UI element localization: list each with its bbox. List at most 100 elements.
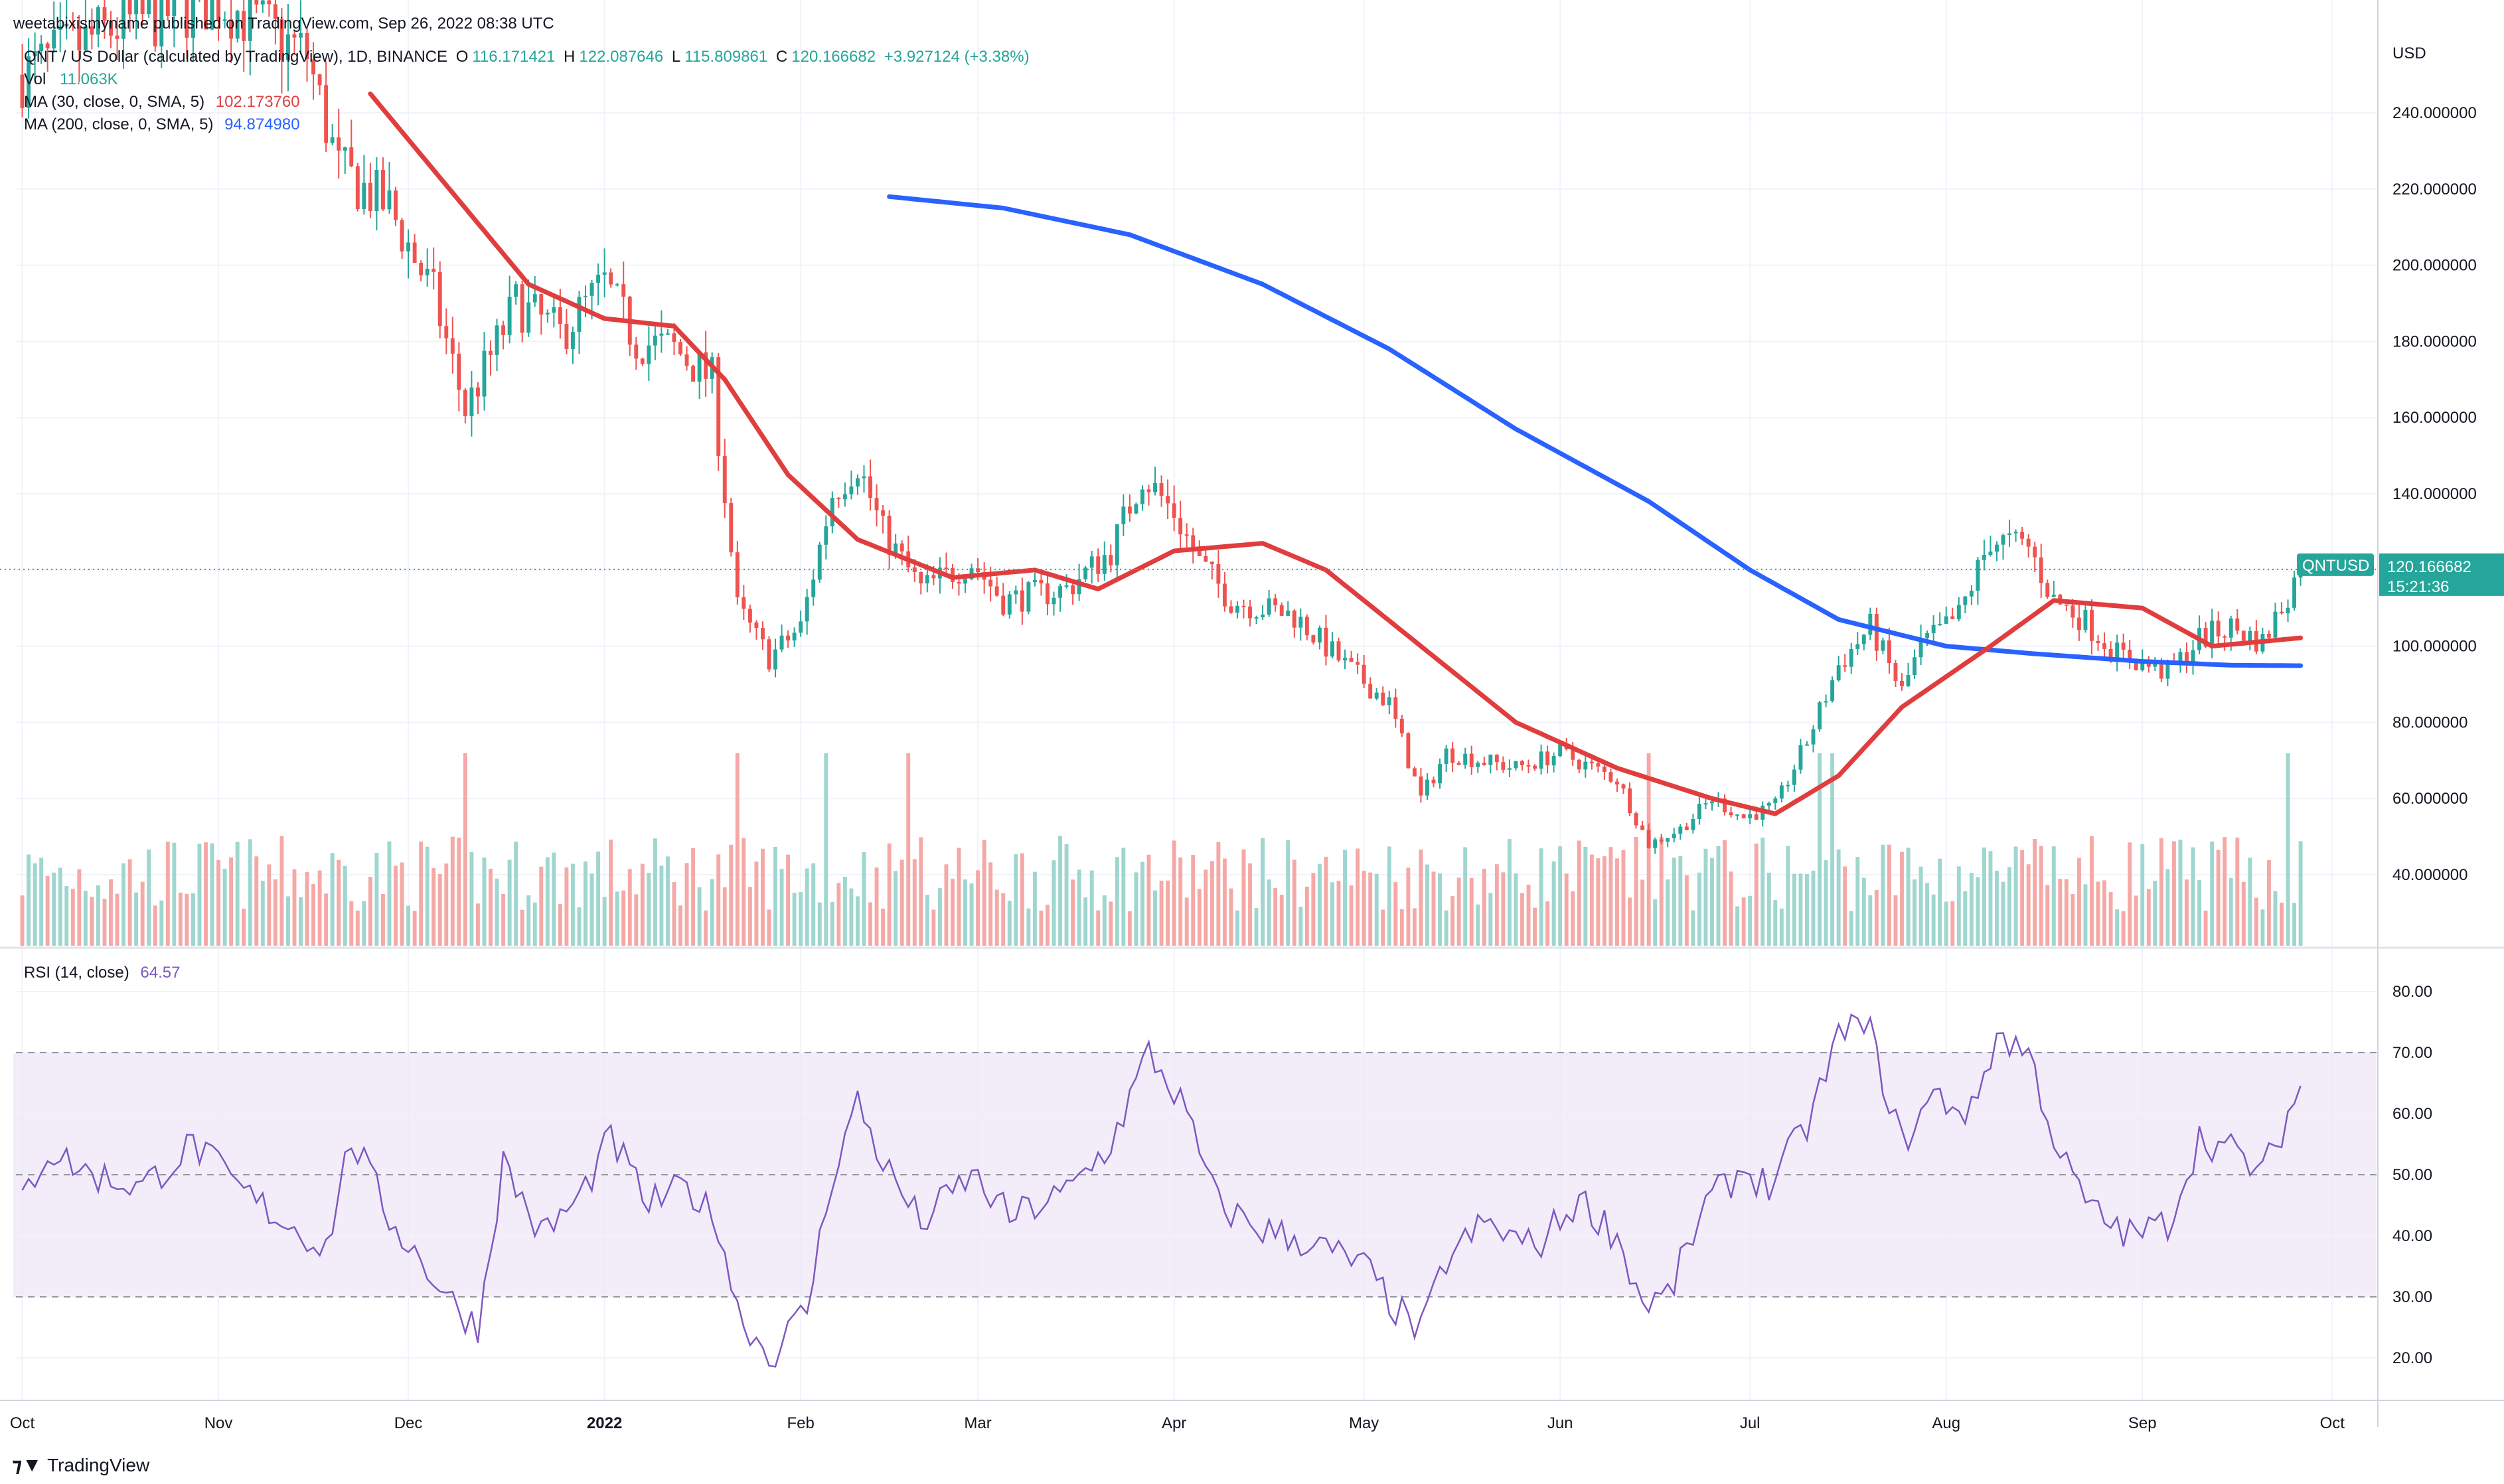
candle-body [254, 0, 259, 5]
volume-bar [1868, 895, 1873, 946]
candle-body [2001, 535, 2005, 545]
volume-bar [1311, 873, 1316, 946]
volume-bar [2001, 881, 2005, 946]
volume-bar [634, 894, 639, 946]
candle-body [1191, 535, 1196, 551]
volume-bar [735, 753, 740, 946]
volume-bar [951, 878, 955, 946]
candle-body [299, 33, 303, 38]
candle-body [39, 43, 44, 51]
candle-body [1824, 701, 1828, 703]
volume-bar [1007, 901, 1012, 946]
volume-bar [1741, 897, 1746, 946]
time-axis[interactable]: Oct Nov Dec 2022 Feb Mar Apr May Jun Jul Aug Sep Oct [10, 1414, 2345, 1432]
volume-bar [1944, 901, 1948, 946]
ma200-legend[interactable]: MA (200, close, 0, SMA, 5) 94.874980 [24, 115, 300, 134]
candle-body [2286, 607, 2290, 614]
volume-bar [1387, 846, 1391, 946]
candle-body [285, 34, 290, 60]
candle-body [1861, 634, 1866, 644]
symbol-legend[interactable]: QNT / US Dollar (calculated by TradingVi… [24, 48, 1034, 66]
volume-bar [2045, 885, 2050, 946]
volume-bar [799, 892, 803, 946]
candle-body [1229, 606, 1233, 613]
candle-body [1887, 640, 1891, 664]
volume-bar [2191, 847, 2195, 946]
candle-body [1925, 632, 1930, 638]
volume-bar [1786, 846, 1790, 946]
volume-bar [1893, 895, 1898, 946]
candle-body [210, 0, 214, 30]
volume-bar [400, 862, 404, 946]
candle-body [109, 21, 113, 36]
candle-body [526, 302, 531, 333]
volume-bar [96, 885, 100, 946]
candle-body [2108, 648, 2113, 660]
volume-bar [2185, 879, 2189, 946]
candle-body [1032, 580, 1037, 583]
candle-body [1950, 616, 1955, 619]
volume-bar [754, 861, 759, 946]
time-tick-label: Oct [10, 1414, 35, 1432]
volume-bar [1279, 895, 1284, 946]
candle-body [925, 575, 929, 584]
candle-body [1653, 839, 1658, 848]
candle-body [1026, 582, 1031, 612]
candle-body [824, 526, 828, 545]
tradingview-brand[interactable]: ⁊▼ TradingView [12, 1453, 149, 1477]
tradingview-logo-icon: ⁊▼ [12, 1454, 42, 1476]
rsi-axis[interactable]: 80.00 70.00 60.00 50.00 40.00 30.00 20.00 [2392, 983, 2432, 1367]
candle-body [1330, 641, 1334, 657]
volume-bar [159, 900, 164, 946]
volume-bar [1140, 861, 1144, 946]
volume-bar [1843, 866, 1847, 946]
volume-bar [254, 856, 259, 946]
volume-bar [1874, 889, 1879, 946]
price-tick-label: 180.000000 [2392, 333, 2477, 350]
candle-body [229, 19, 234, 39]
volume-bar [2146, 889, 2151, 946]
volume-bar [1583, 846, 1588, 946]
candle-body [2083, 610, 2088, 631]
ma30-legend[interactable]: MA (30, close, 0, SMA, 5) 102.173760 [24, 93, 300, 111]
volume-bar [1830, 753, 1835, 946]
volume-bar [1779, 908, 1784, 946]
candle-body [2076, 617, 2081, 631]
volume-bar [1071, 879, 1075, 946]
volume-bar [894, 871, 898, 946]
candle-body [242, 11, 246, 41]
volume-bar [1533, 907, 1537, 946]
volume-bar [647, 873, 651, 946]
volume-bar [1127, 911, 1132, 946]
volume-bar [292, 869, 297, 946]
volume-bar [1317, 863, 1322, 946]
candle-body [716, 357, 721, 456]
volume-bar [1286, 840, 1291, 946]
volume-bar [716, 854, 721, 946]
candle-body [2248, 631, 2252, 641]
volume-bar [1089, 870, 1094, 946]
time-tick-label: Mar [964, 1414, 991, 1432]
volume-bar [1001, 893, 1006, 946]
price-axis[interactable]: 240.000000 220.000000 200.000000 180.000000… [2392, 104, 2477, 884]
volume-bar [1026, 908, 1031, 946]
volume-bar [1324, 856, 1328, 946]
volume-bar [2197, 879, 2202, 946]
volume-bar [672, 882, 676, 946]
volume-bar [450, 836, 455, 946]
rsi-grid [16, 991, 2377, 1359]
volume-bar [115, 893, 119, 946]
volume-legend[interactable]: Vol 11.063K [24, 70, 118, 89]
candle-body [1444, 748, 1448, 765]
volume-bar [988, 862, 993, 946]
candle-body [1381, 692, 1385, 705]
rsi-legend[interactable]: RSI (14, close) 64.57 [24, 964, 180, 982]
candle-body [1089, 556, 1094, 568]
candle-body [235, 11, 240, 39]
volume-bar [1545, 901, 1550, 946]
symbol-title: QNT / US Dollar (calculated by TradingVi… [24, 48, 448, 66]
candle-body [204, 0, 208, 30]
volume-bar [1419, 849, 1423, 946]
candle-body [1836, 665, 1841, 681]
